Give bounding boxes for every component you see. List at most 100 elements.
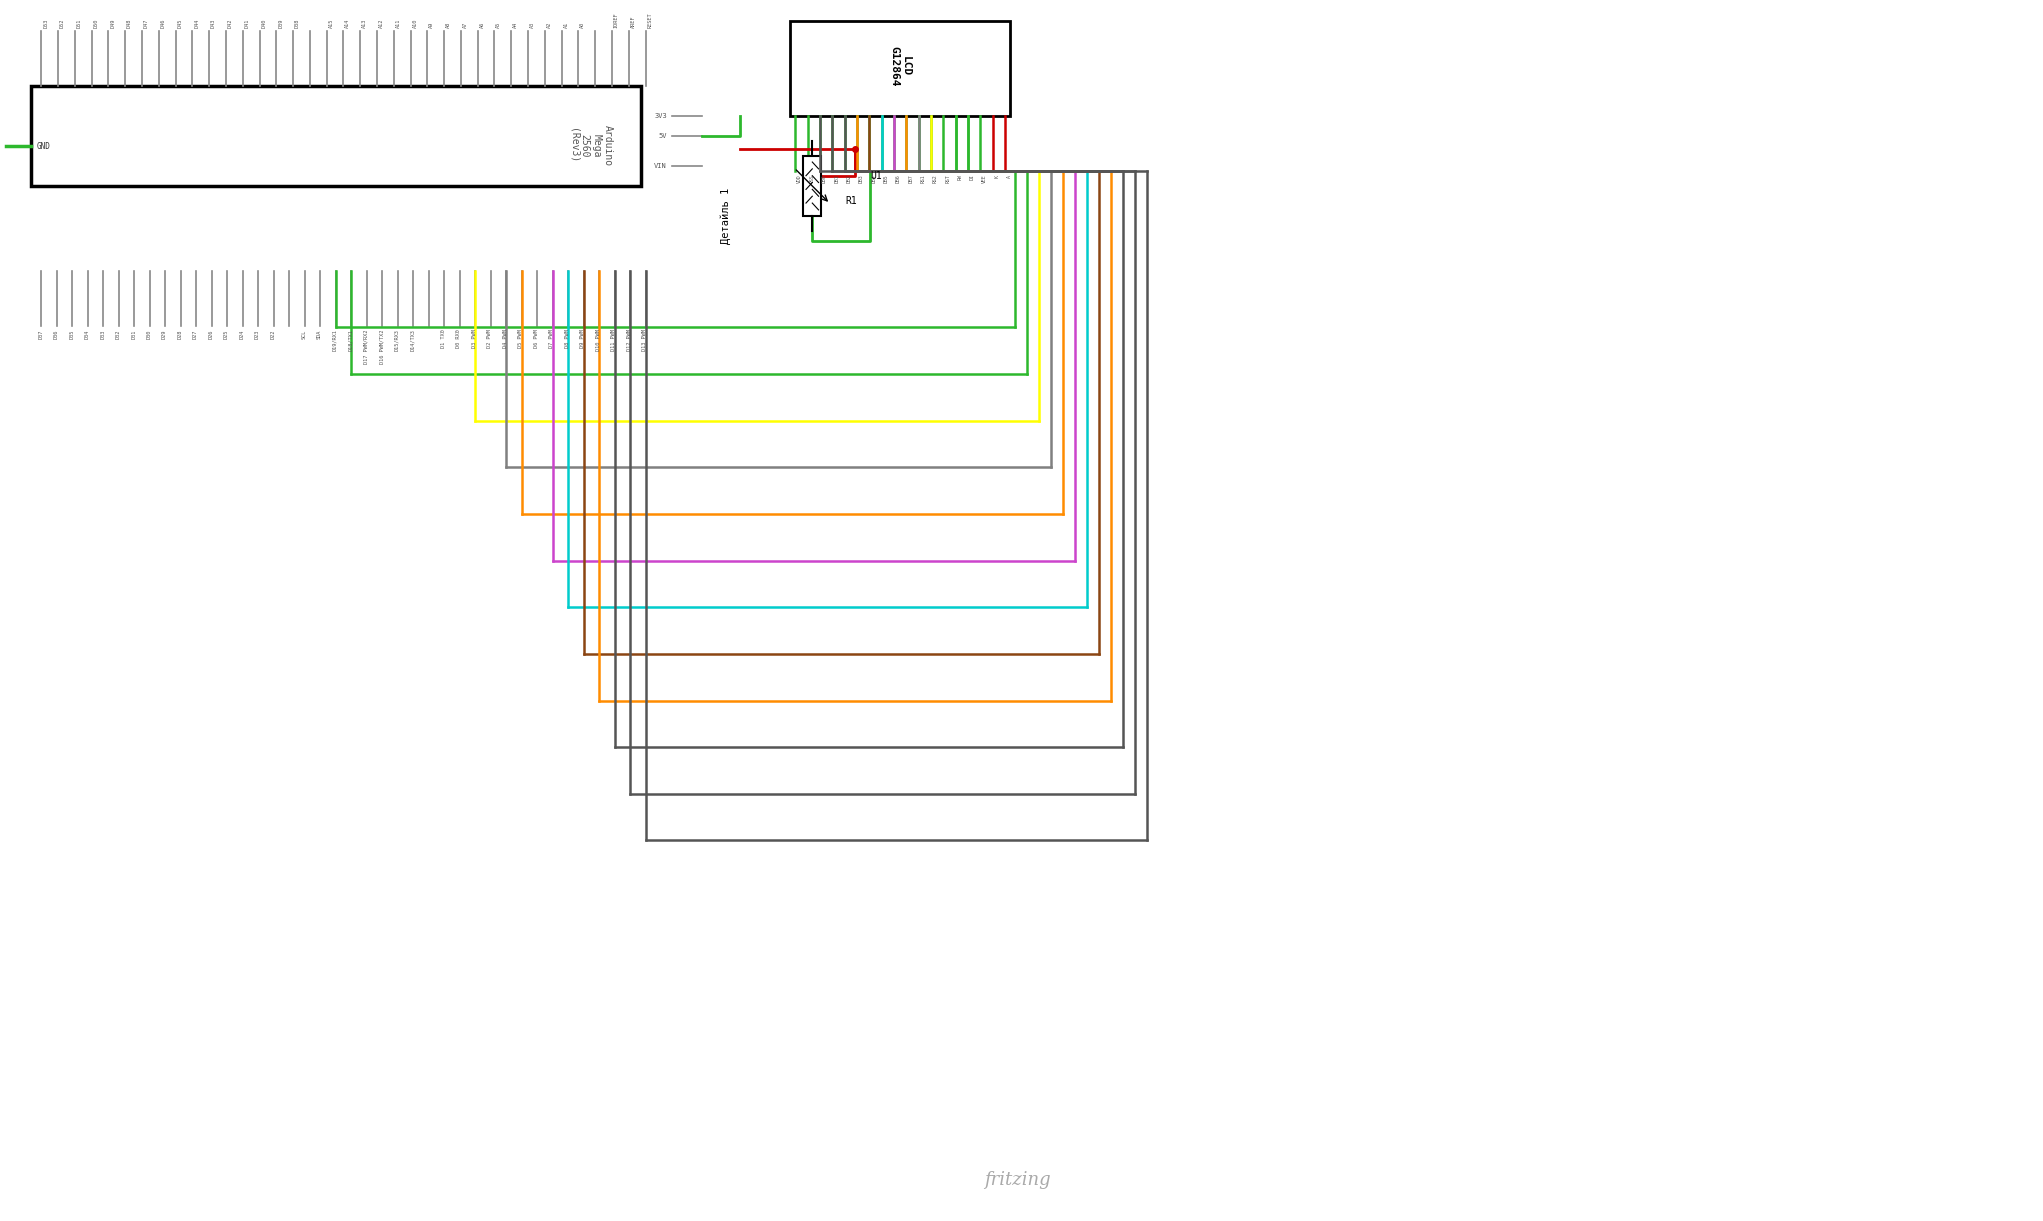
Text: A2: A2: [548, 22, 552, 28]
Text: D11 PWM: D11 PWM: [611, 330, 617, 352]
Text: VIN: VIN: [654, 164, 666, 168]
Bar: [803, 156, 821, 216]
Text: SCL: SCL: [302, 330, 306, 338]
Text: D10 PWM: D10 PWM: [597, 330, 601, 352]
Text: D4 PWM: D4 PWM: [503, 330, 509, 348]
Text: D29: D29: [161, 330, 168, 338]
Text: D25: D25: [225, 330, 229, 338]
Text: DB2: DB2: [846, 175, 852, 183]
Text: D48: D48: [127, 18, 133, 28]
Text: D34: D34: [84, 330, 90, 338]
Text: A7: A7: [464, 22, 468, 28]
Text: U1: U1: [870, 171, 883, 181]
Text: D7 PWM: D7 PWM: [550, 330, 554, 348]
Text: VSS: VSS: [809, 175, 815, 183]
Text: A1: A1: [564, 22, 568, 28]
Text: D37: D37: [39, 330, 43, 338]
Text: A15: A15: [329, 18, 333, 28]
Text: A14: A14: [345, 18, 349, 28]
Text: D17 PWM/RX2: D17 PWM/RX2: [364, 330, 368, 364]
Text: IOREF: IOREF: [613, 12, 619, 28]
Text: SDA: SDA: [317, 330, 323, 338]
Text: D41: D41: [245, 18, 249, 28]
Text: D51: D51: [78, 18, 82, 28]
Text: D32: D32: [116, 330, 121, 338]
Text: D35: D35: [69, 330, 74, 338]
Text: D28: D28: [178, 330, 182, 338]
Text: RS2: RS2: [934, 175, 938, 183]
Text: A: A: [1007, 175, 1011, 177]
Text: D14/TX3: D14/TX3: [411, 330, 415, 352]
Text: D6 PWM: D6 PWM: [533, 330, 539, 348]
Text: D49: D49: [110, 18, 114, 28]
Text: fritzing: fritzing: [985, 1171, 1050, 1189]
Text: D16 PWM/TX2: D16 PWM/TX2: [380, 330, 384, 364]
Text: DB1: DB1: [834, 175, 840, 183]
Text: D30: D30: [147, 330, 151, 338]
Text: A12: A12: [378, 18, 384, 28]
Text: DB6: DB6: [895, 175, 901, 183]
Text: D23: D23: [255, 330, 259, 338]
Text: A8: A8: [445, 22, 452, 28]
Text: D36: D36: [53, 330, 59, 338]
Text: D46: D46: [161, 18, 165, 28]
Text: 5V: 5V: [658, 133, 666, 139]
Text: D42: D42: [229, 18, 233, 28]
Text: A3: A3: [529, 22, 535, 28]
Text: A11: A11: [396, 18, 400, 28]
Text: LCD
G12864: LCD G12864: [889, 46, 911, 87]
Bar: [791, 21, 1009, 116]
Text: Детайль 1: Детайль 1: [719, 188, 731, 244]
Text: D15/RX3: D15/RX3: [394, 330, 400, 352]
Text: D50: D50: [94, 18, 98, 28]
Text: D13 PWM: D13 PWM: [642, 330, 648, 352]
Text: D31: D31: [131, 330, 137, 338]
Text: A10: A10: [413, 18, 417, 28]
Text: DB7: DB7: [909, 175, 913, 183]
Text: VDD: VDD: [797, 175, 803, 183]
Text: D24: D24: [239, 330, 245, 338]
Text: A6: A6: [480, 22, 484, 28]
Text: A4: A4: [513, 22, 519, 28]
Text: D8 PWM: D8 PWM: [566, 330, 570, 348]
Text: A0: A0: [580, 22, 584, 28]
Text: DI: DI: [970, 175, 975, 181]
Text: D38: D38: [294, 18, 300, 28]
Text: D52: D52: [59, 18, 65, 28]
Text: D53: D53: [43, 18, 49, 28]
Text: R1: R1: [846, 195, 856, 206]
Text: RST: RST: [946, 175, 950, 183]
Text: D26: D26: [208, 330, 215, 338]
Text: D1 TX0: D1 TX0: [441, 330, 445, 348]
Text: D18/TX1: D18/TX1: [347, 330, 353, 352]
Text: D9 PWM: D9 PWM: [580, 330, 586, 348]
Text: D33: D33: [100, 330, 104, 338]
Text: D0 RX0: D0 RX0: [456, 330, 462, 348]
Text: DB4: DB4: [870, 175, 876, 183]
Text: D27: D27: [194, 330, 198, 338]
Text: D39: D39: [278, 18, 284, 28]
Text: D2 PWM: D2 PWM: [488, 330, 492, 348]
Text: K: K: [995, 175, 999, 177]
Text: RESET: RESET: [648, 12, 652, 28]
Text: D19/RX1: D19/RX1: [333, 330, 337, 352]
Text: D5 PWM: D5 PWM: [519, 330, 523, 348]
Text: AREF: AREF: [631, 15, 635, 28]
Text: D40: D40: [262, 18, 266, 28]
Text: DB0: DB0: [821, 175, 827, 183]
Text: GND: GND: [37, 142, 51, 150]
Text: A13: A13: [362, 18, 368, 28]
Text: 3V3: 3V3: [654, 114, 666, 120]
Text: D45: D45: [178, 18, 182, 28]
Text: D47: D47: [143, 18, 149, 28]
Text: D3 PWM: D3 PWM: [472, 330, 476, 348]
Text: D43: D43: [210, 18, 217, 28]
Text: A9: A9: [429, 22, 435, 28]
Text: Arduino
Mega
2560
(Rev3): Arduino Mega 2560 (Rev3): [568, 126, 613, 166]
Text: RW: RW: [958, 175, 962, 181]
Text: D44: D44: [194, 18, 200, 28]
Text: D12 PWM: D12 PWM: [627, 330, 631, 352]
Text: DB5: DB5: [883, 175, 889, 183]
Text: RS1: RS1: [921, 175, 925, 183]
Text: D22: D22: [270, 330, 276, 338]
